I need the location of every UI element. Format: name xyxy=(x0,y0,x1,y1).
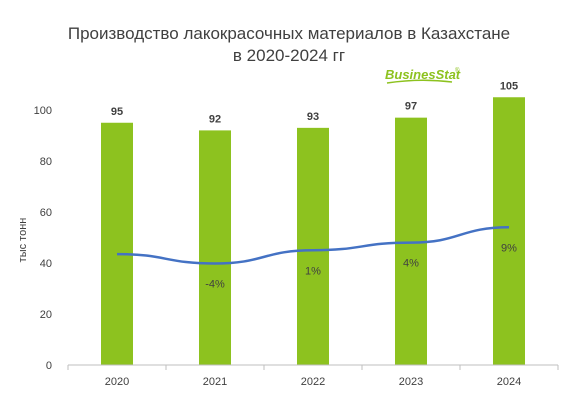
x-tick-label: 2024 xyxy=(497,376,521,388)
y-tick-label: 0 xyxy=(46,360,52,372)
growth-rate-label: 9% xyxy=(501,242,517,254)
chart-title-line-2: в 2020-2024 гг xyxy=(233,46,345,65)
y-tick-label: 60 xyxy=(40,207,52,219)
growth-rate-labels: -4% 1% 4% 9% xyxy=(205,242,517,290)
bar-2021 xyxy=(199,130,231,365)
x-tick-label: 2020 xyxy=(105,376,129,388)
bar-value-label: 95 xyxy=(111,106,123,118)
y-axis-label: тыс тонн xyxy=(17,218,29,263)
x-axis-ticks: 2020 2021 2022 2023 2024 xyxy=(67,365,559,388)
bar-value-label: 105 xyxy=(500,80,518,92)
y-tick-label: 20 xyxy=(40,309,52,321)
bar-2024 xyxy=(493,97,525,365)
x-tick-label: 2021 xyxy=(203,376,227,388)
bar-2022 xyxy=(297,127,329,365)
growth-rate-line xyxy=(116,226,510,265)
bars xyxy=(101,97,525,366)
bar-value-label: 97 xyxy=(405,101,417,113)
growth-rate-label: 1% xyxy=(305,265,321,277)
chart-title-line-1: Производство лакокрасочных материалов в … xyxy=(68,24,510,43)
x-tick-label: 2022 xyxy=(301,376,325,388)
y-tick-label: 100 xyxy=(34,105,52,117)
logo-swoosh-icon xyxy=(386,79,453,84)
bar-value-label: 93 xyxy=(307,111,319,123)
bar-2020 xyxy=(101,122,133,365)
logo-registered-mark: ® xyxy=(455,67,460,74)
businesstat-logo: BusinesStat ® xyxy=(385,67,461,84)
y-tick-label: 80 xyxy=(40,156,52,168)
y-tick-label: 40 xyxy=(40,258,52,270)
bar-value-labels: 95 92 93 97 105 xyxy=(111,80,518,125)
growth-rate-label: 4% xyxy=(403,258,419,270)
growth-rate-label: -4% xyxy=(205,279,225,291)
x-tick-label: 2023 xyxy=(399,376,423,388)
bar-value-label: 92 xyxy=(209,113,221,125)
logo-text: BusinesStat xyxy=(385,67,461,82)
y-axis-ticks: 0 20 40 60 80 100 xyxy=(34,105,52,372)
